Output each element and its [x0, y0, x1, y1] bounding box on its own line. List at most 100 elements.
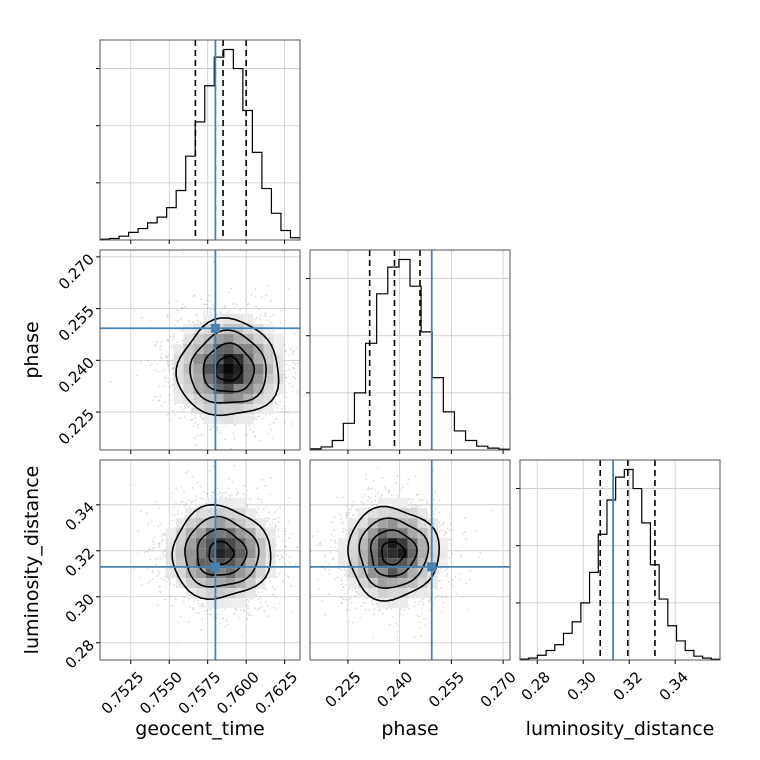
sample-point: [159, 395, 162, 398]
density-cell: [195, 588, 206, 599]
sample-point: [249, 614, 252, 617]
density-cell: [243, 313, 254, 324]
sample-point: [203, 303, 206, 306]
sample-point: [256, 609, 259, 611]
sample-point: [345, 516, 348, 519]
sample-point: [150, 362, 153, 364]
sample-point: [188, 598, 191, 600]
sample-point: [245, 432, 248, 435]
density-cell: [233, 343, 244, 354]
sample-point: [169, 368, 171, 371]
density-cell: [215, 598, 226, 609]
sample-point: [180, 485, 183, 488]
density-cell: [175, 548, 186, 559]
sample-point: [257, 591, 260, 594]
sample-point: [171, 361, 173, 363]
density-cell: [205, 578, 216, 589]
sample-point: [414, 475, 417, 477]
sample-point: [258, 415, 260, 418]
sample-point: [219, 496, 222, 498]
sample-point: [211, 491, 214, 494]
sample-point: [190, 412, 193, 414]
sample-point: [177, 320, 179, 323]
sample-point: [269, 315, 272, 318]
sample-point: [164, 356, 167, 358]
sample-point: [224, 608, 227, 611]
sample-point: [195, 495, 198, 498]
sample-point: [217, 487, 219, 490]
sample-point: [275, 608, 278, 611]
sample-point: [344, 574, 346, 577]
sample-point: [169, 595, 171, 598]
sample-point: [243, 610, 245, 613]
sample-point: [167, 364, 170, 367]
density-cell: [205, 548, 216, 559]
density-cell: [205, 558, 216, 569]
sample-point: [266, 520, 269, 523]
sample-point: [216, 429, 219, 432]
sample-point: [233, 464, 236, 467]
sample-point: [284, 349, 287, 352]
sample-point: [171, 363, 173, 365]
sample-point: [410, 498, 413, 501]
density-cell: [183, 373, 194, 384]
density-cell: [215, 538, 226, 549]
sample-point: [381, 612, 384, 615]
sample-point: [267, 511, 270, 514]
density-cell: [223, 403, 234, 414]
density-cell: [203, 343, 214, 354]
sample-point: [279, 321, 282, 324]
sample-point: [256, 511, 258, 514]
density-cell: [225, 538, 236, 549]
sample-point: [246, 605, 249, 607]
density-cell: [253, 333, 264, 344]
sample-point: [157, 399, 160, 402]
sample-point: [165, 380, 167, 383]
sample-point: [154, 558, 157, 561]
sample-point: [163, 533, 166, 536]
density-cell: [245, 548, 256, 559]
density-cell: [213, 363, 224, 374]
density-cell: [175, 518, 186, 529]
sample-point: [259, 498, 262, 501]
sample-point: [193, 294, 196, 297]
sample-point: [452, 529, 455, 532]
sample-point: [276, 595, 278, 598]
sample-point: [172, 332, 175, 335]
density-cell: [215, 528, 226, 539]
density-cell: [205, 528, 216, 539]
sample-point: [254, 295, 257, 297]
density-cell: [205, 508, 216, 519]
sample-point: [293, 350, 295, 352]
contour-line: [171, 503, 272, 601]
density-cell: [183, 353, 194, 364]
sample-point: [245, 441, 247, 444]
sample-point: [297, 362, 300, 365]
sample-point: [166, 356, 169, 359]
sample-point: [371, 504, 374, 507]
sample-point: [164, 598, 167, 601]
sample-point: [213, 465, 215, 468]
sample-point: [228, 478, 231, 480]
sample-point: [187, 319, 190, 322]
sample-point: [192, 607, 194, 610]
sample-point: [374, 499, 377, 502]
sample-point: [300, 376, 302, 378]
sample-point: [210, 428, 213, 431]
sample-point: [179, 501, 182, 504]
density-cell: [235, 578, 246, 589]
sample-point: [164, 368, 166, 371]
contour-line: [208, 540, 235, 566]
sample-point: [169, 386, 172, 388]
sample-point: [291, 611, 294, 614]
sample-point: [284, 545, 287, 547]
truth-marker: [210, 562, 220, 572]
sample-point: [174, 413, 177, 416]
density-cell: [195, 558, 206, 569]
sample-point: [166, 413, 169, 416]
density-cell: [195, 548, 206, 559]
sample-point: [188, 606, 191, 608]
sample-point: [189, 419, 192, 421]
sample-point: [258, 308, 260, 310]
sample-point: [219, 310, 222, 313]
